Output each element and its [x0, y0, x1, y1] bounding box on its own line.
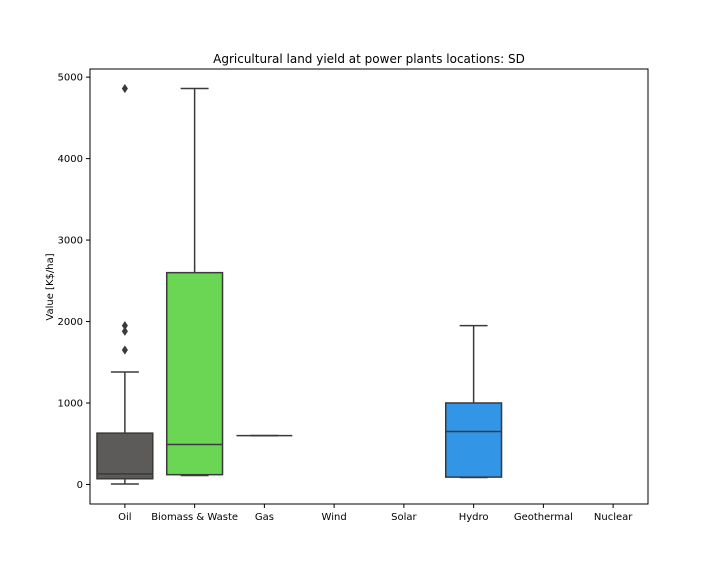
y-tick-label: 4000: [58, 154, 83, 165]
x-tick-label: Gas: [255, 512, 274, 523]
y-tick-label: 0: [77, 480, 83, 491]
chart-title: Agricultural land yield at power plants …: [213, 52, 525, 66]
plot-area: [96, 83, 503, 485]
y-tick-label: 3000: [58, 236, 83, 247]
plot-frame: [89, 68, 649, 505]
x-tick-label: Biomass & Waste: [151, 512, 238, 523]
box-hydro: [444, 324, 503, 479]
x-tick-label: Hydro: [459, 512, 489, 523]
box-iqr: [444, 402, 503, 478]
x-tick-label: Solar: [391, 512, 417, 523]
y-tick-label: 5000: [58, 73, 83, 84]
box-iqr: [165, 271, 224, 476]
box-oil: [96, 83, 154, 485]
outlier-point: [121, 326, 128, 336]
x-tick-label: Nuclear: [594, 512, 633, 523]
x-tick-label: Wind: [322, 512, 347, 523]
y-tick-label: 1000: [58, 398, 83, 409]
y-axis-title: Value [K$/ha]: [45, 253, 56, 320]
outlier-point: [121, 320, 128, 331]
outlier-point: [121, 345, 128, 355]
x-tick-label: Oil: [118, 512, 131, 523]
y-tick-label: 2000: [58, 317, 83, 328]
box-iqr: [96, 432, 154, 480]
outlier-point: [121, 83, 128, 94]
x-tick-label: Geothermal: [514, 512, 573, 523]
box-biomass-waste: [165, 87, 224, 477]
